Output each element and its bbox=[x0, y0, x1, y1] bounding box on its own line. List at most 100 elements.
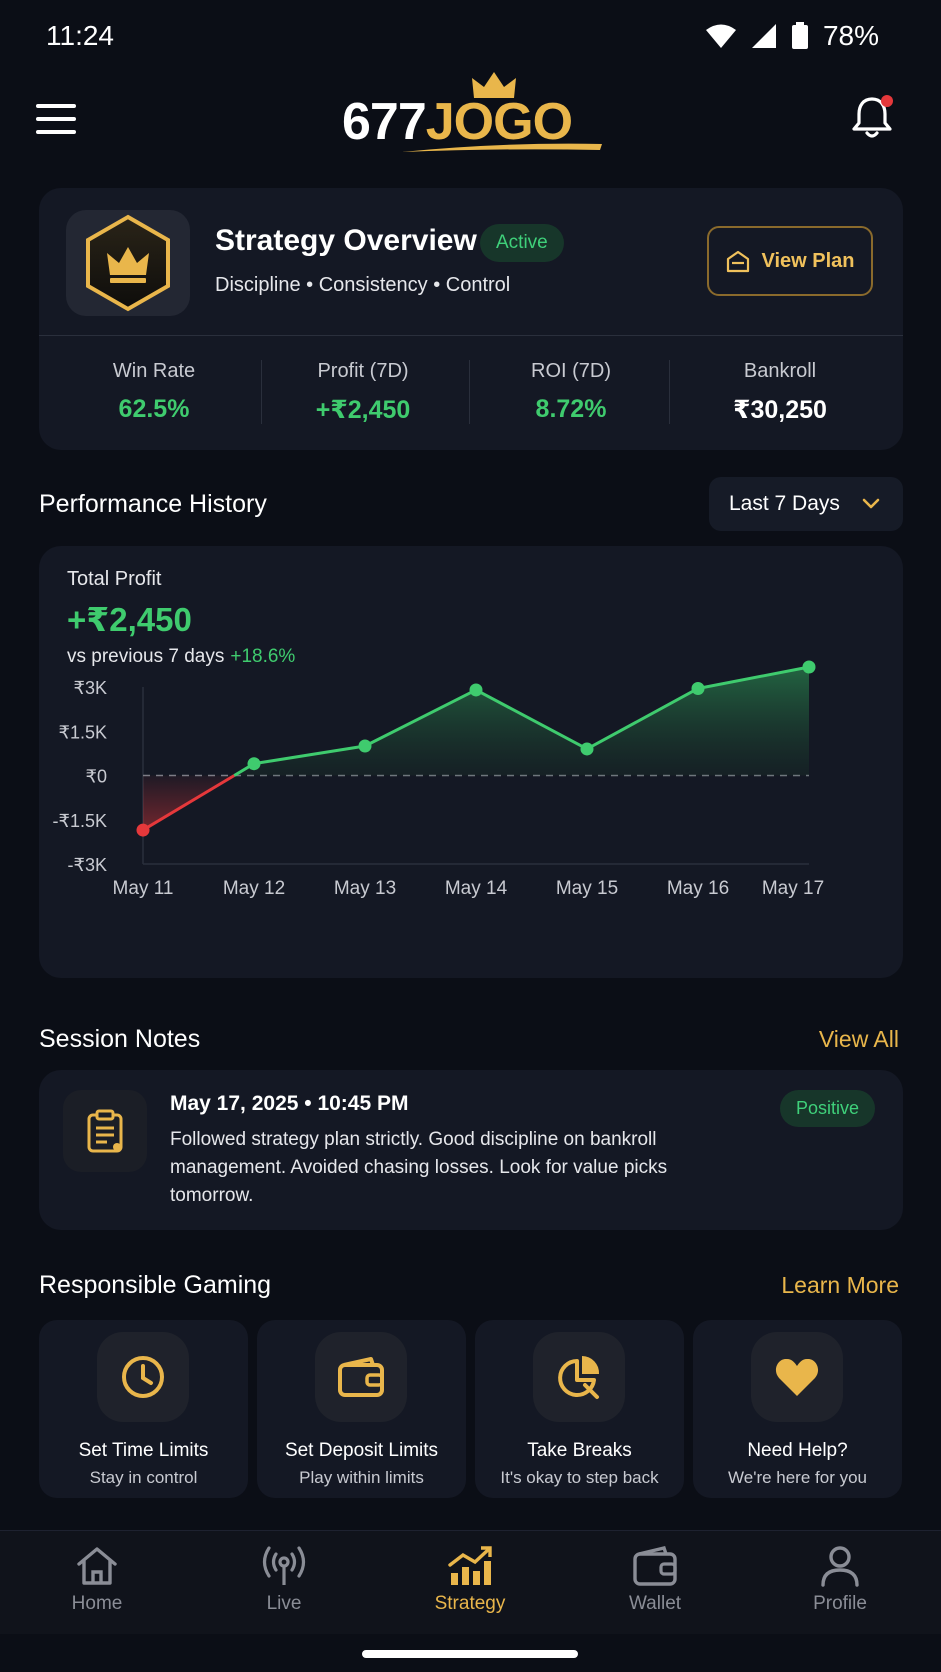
rg-icon-wrap bbox=[97, 1332, 189, 1422]
profile-icon bbox=[821, 1546, 859, 1587]
nav-live[interactable]: Live bbox=[224, 1545, 344, 1615]
heart-icon bbox=[775, 1358, 819, 1396]
performance-history-title: Performance History bbox=[39, 490, 267, 518]
nav-profile[interactable]: Profile bbox=[780, 1545, 900, 1615]
nav-wallet[interactable]: Wallet bbox=[595, 1545, 715, 1615]
menu-button[interactable] bbox=[36, 94, 86, 144]
note-text: Followed strategy plan strictly. Good di… bbox=[170, 1129, 668, 1206]
wallet-icon bbox=[633, 1545, 677, 1586]
battery-icon bbox=[791, 22, 808, 49]
menu-icon-line bbox=[36, 130, 76, 134]
y-tick-label: ₹1.5K bbox=[59, 722, 107, 742]
total-profit-value: +₹2,450 bbox=[67, 601, 192, 638]
data-point bbox=[580, 742, 594, 756]
profit-chart: ₹3K ₹1.5K ₹0 -₹1.5K -₹3K May 11 May 12 May 13 Ma… bbox=[53, 660, 824, 899]
stat-divider bbox=[261, 360, 262, 424]
rg-title: Take Breaks bbox=[527, 1440, 632, 1461]
note-date: May 17, 2025 • 10:45 PM bbox=[170, 1092, 409, 1115]
take-breaks-card[interactable]: Take Breaks It's okay to step back bbox=[475, 1320, 684, 1498]
stat-roi: ROI (7D) 8.72% bbox=[531, 360, 611, 423]
strategy-overview-card: Strategy Overview Active Discipline • Co… bbox=[39, 188, 903, 450]
stat-win-rate: Win Rate 62.5% bbox=[112, 360, 196, 423]
crown-icon bbox=[472, 72, 516, 98]
x-tick-label: May 13 bbox=[334, 878, 396, 899]
x-tick-label: May 12 bbox=[223, 878, 285, 899]
status-badge: Active bbox=[480, 224, 564, 262]
sentiment-badge: Positive bbox=[780, 1090, 876, 1127]
stat-divider bbox=[469, 360, 470, 424]
rg-icon-wrap bbox=[533, 1332, 625, 1422]
x-tick-label: May 17 bbox=[762, 878, 824, 899]
session-notes-title: Session Notes bbox=[39, 1025, 201, 1053]
rg-title: Need Help? bbox=[747, 1440, 848, 1461]
rg-subtitle: It's okay to step back bbox=[500, 1468, 659, 1487]
bell-icon bbox=[852, 95, 893, 138]
strategy-badge bbox=[66, 210, 190, 316]
plan-icon bbox=[727, 250, 750, 273]
responsible-gaming-title: Responsible Gaming bbox=[39, 1271, 272, 1299]
status-bar: 11:24 78% bbox=[0, 0, 941, 76]
overview-subtitle: Discipline • Consistency • Control bbox=[215, 274, 511, 296]
pie-chart-icon bbox=[558, 1356, 600, 1399]
rg-icon-wrap bbox=[315, 1332, 407, 1422]
app-header: 677JOGO bbox=[0, 72, 941, 186]
status-icons: 78% bbox=[705, 20, 879, 52]
x-tick-label: May 15 bbox=[556, 878, 618, 899]
view-plan-label: View Plan bbox=[761, 249, 855, 272]
learn-more-link[interactable]: Learn More bbox=[781, 1272, 899, 1298]
performance-chart-card: ₹3K ₹1.5K ₹0 -₹1.5K -₹3K May 11 May 12 May 13 Ma… bbox=[39, 546, 903, 978]
app-logo[interactable]: 677JOGO bbox=[342, 72, 602, 156]
y-tick-label: ₹0 bbox=[86, 767, 107, 787]
battery-percent: 78% bbox=[822, 20, 879, 51]
rg-subtitle: Play within limits bbox=[299, 1468, 424, 1487]
rg-icon-wrap bbox=[751, 1332, 843, 1422]
wifi-icon bbox=[705, 24, 736, 48]
data-point bbox=[691, 681, 705, 695]
y-tick-label: -₹3K bbox=[68, 855, 107, 875]
need-help-card[interactable]: Need Help? We're here for you bbox=[693, 1320, 902, 1498]
positive-area bbox=[234, 667, 809, 776]
menu-icon-line bbox=[36, 117, 76, 121]
comparison-text: vs previous 7 days +18.6% bbox=[67, 646, 296, 667]
data-point bbox=[136, 823, 150, 837]
y-tick-label: -₹1.5K bbox=[53, 811, 107, 831]
bottom-navigation: Home Live Strategy Wallet Profile bbox=[0, 1530, 941, 1634]
x-tick-label: May 11 bbox=[113, 878, 174, 899]
rg-subtitle: Stay in control bbox=[89, 1468, 198, 1487]
rg-title: Set Time Limits bbox=[78, 1440, 209, 1461]
rg-title: Set Deposit Limits bbox=[284, 1440, 439, 1461]
nav-strategy[interactable]: Strategy bbox=[410, 1545, 530, 1615]
logo-text: 677JOGO bbox=[342, 93, 573, 151]
home-indicator bbox=[362, 1650, 578, 1658]
negative-line-segment bbox=[142, 774, 236, 832]
date-range-select[interactable]: Last 7 Days bbox=[709, 477, 903, 531]
logo-swoosh bbox=[402, 143, 602, 152]
clipboard-icon bbox=[87, 1109, 123, 1153]
crown-hexagon-icon bbox=[86, 214, 170, 312]
stat-divider bbox=[669, 360, 670, 424]
notifications-button[interactable] bbox=[847, 92, 897, 142]
signal-icon bbox=[751, 24, 776, 48]
y-tick-label: ₹3K bbox=[74, 678, 107, 698]
set-time-limits-card[interactable]: Set Time Limits Stay in control bbox=[39, 1320, 248, 1498]
session-note-card[interactable]: May 17, 2025 • 10:45 PM Followed strateg… bbox=[39, 1070, 903, 1230]
status-time: 11:24 bbox=[46, 20, 114, 51]
stat-profit: Profit (7D) +₹2,450 bbox=[315, 360, 411, 424]
data-point bbox=[802, 660, 816, 674]
set-deposit-limits-card[interactable]: Set Deposit Limits Play within limits bbox=[257, 1320, 466, 1498]
view-all-link[interactable]: View All bbox=[818, 1026, 899, 1052]
nav-home[interactable]: Home bbox=[37, 1545, 157, 1615]
menu-icon-line bbox=[36, 104, 76, 108]
clock-icon bbox=[122, 1356, 164, 1398]
total-profit-label: Total Profit bbox=[67, 568, 162, 590]
rg-subtitle: We're here for you bbox=[728, 1468, 867, 1487]
broadcast-icon bbox=[262, 1546, 306, 1585]
strategy-chart-icon bbox=[448, 1546, 492, 1585]
chevron-down-icon bbox=[862, 498, 880, 509]
x-tick-label: May 14 bbox=[445, 878, 508, 899]
data-point bbox=[247, 757, 261, 771]
stat-bankroll: Bankroll ₹30,250 bbox=[733, 360, 827, 424]
view-plan-button[interactable]: View Plan bbox=[707, 226, 873, 296]
x-tick-label: May 16 bbox=[667, 878, 729, 899]
data-point bbox=[358, 739, 372, 753]
